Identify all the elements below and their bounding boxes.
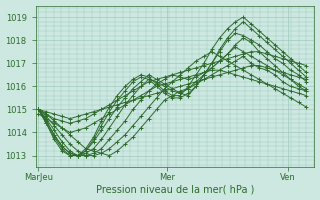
X-axis label: Pression niveau de la mer( hPa ): Pression niveau de la mer( hPa ) bbox=[96, 184, 254, 194]
